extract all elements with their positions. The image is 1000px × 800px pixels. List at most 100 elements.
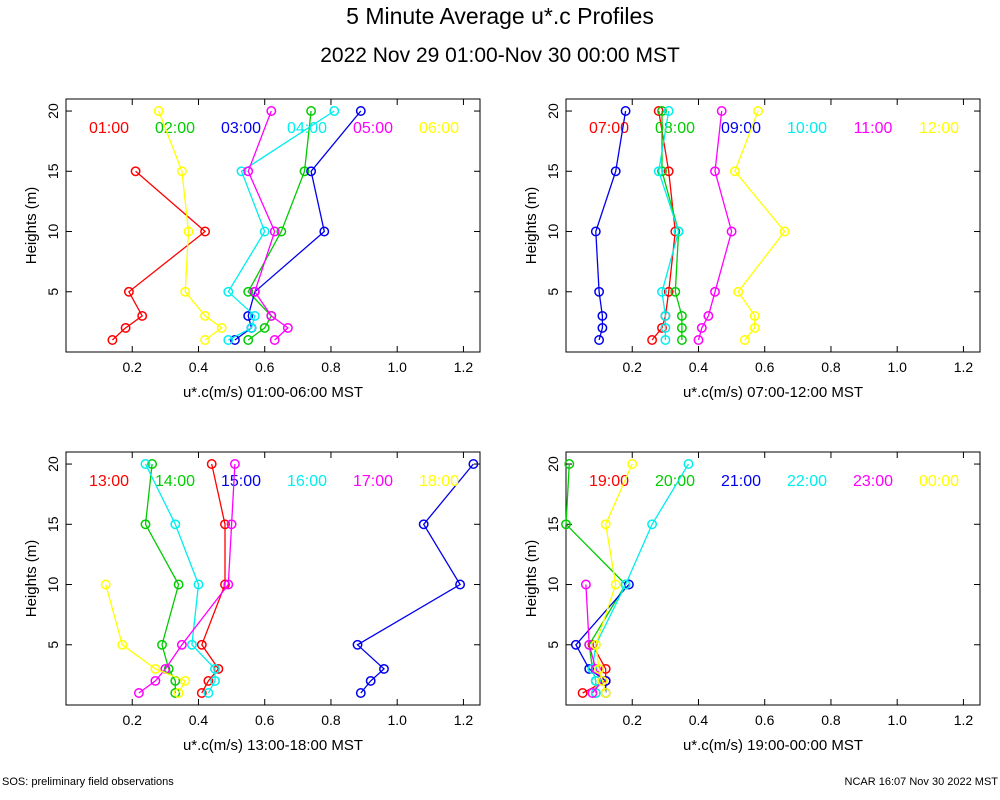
data-point xyxy=(243,335,254,345)
data-point xyxy=(663,106,674,116)
data-point xyxy=(653,166,664,177)
data-point xyxy=(223,286,234,297)
x-tick-label: 1.2 xyxy=(954,359,974,375)
data-point xyxy=(584,639,595,650)
data-point xyxy=(176,166,187,177)
x-axis-label: u*.c(m/s) 19:00-00:00 MST xyxy=(683,737,863,754)
x-tick-label: 0.8 xyxy=(321,359,341,375)
data-point xyxy=(676,310,687,321)
y-tick-label: 5 xyxy=(45,288,61,296)
data-point xyxy=(147,459,158,469)
data-point xyxy=(282,322,293,333)
plot-frame xyxy=(565,451,981,706)
legend-entry: 02:00 xyxy=(155,120,195,137)
data-point xyxy=(418,519,429,530)
data-point xyxy=(587,663,598,674)
series-0200 xyxy=(243,106,317,345)
series-line xyxy=(585,584,604,694)
y-tick-label: 20 xyxy=(545,456,561,472)
plot-frame xyxy=(65,451,481,706)
data-point xyxy=(594,663,605,674)
data-point xyxy=(670,286,681,297)
chart-panel-4: 0.2 0.4 0.6 0.8 1.0 1.2 5 10 15 20 u*.c(m/s) 19:00… xyxy=(523,451,981,754)
data-point xyxy=(243,286,254,297)
data-point xyxy=(564,459,575,469)
data-point xyxy=(117,639,128,650)
data-point xyxy=(246,322,257,333)
series-line xyxy=(234,110,362,341)
x-axis-label: u*.c(m/s) 01:00-06:00 MST xyxy=(183,384,363,401)
data-point xyxy=(306,166,317,177)
series-0100 xyxy=(107,166,211,345)
series-1400 xyxy=(140,459,184,698)
data-point xyxy=(710,166,720,177)
y-axis-label: Heights (m) xyxy=(523,540,540,618)
data-point xyxy=(266,106,277,116)
data-point xyxy=(173,579,184,590)
data-point xyxy=(673,226,684,237)
data-point xyxy=(660,335,671,345)
data-point xyxy=(647,519,658,530)
data-point xyxy=(623,579,634,590)
series-0600 xyxy=(153,106,227,345)
data-point xyxy=(779,226,790,237)
data-point xyxy=(749,322,760,333)
data-point xyxy=(229,335,240,345)
data-point xyxy=(153,106,164,116)
y-tick-label: 10 xyxy=(45,577,61,593)
data-point xyxy=(733,286,744,297)
x-tick-label: 1.0 xyxy=(387,712,407,728)
series-1800 xyxy=(100,579,191,698)
y-tick-label: 20 xyxy=(545,103,561,119)
data-point xyxy=(379,663,389,674)
series-2000 xyxy=(561,459,631,698)
legend-entry: 22:00 xyxy=(787,473,827,490)
series-line xyxy=(734,110,786,341)
series-line xyxy=(144,463,180,693)
data-point xyxy=(329,106,340,116)
legend-entry: 23:00 xyxy=(853,473,893,490)
data-point xyxy=(223,335,234,345)
data-point xyxy=(120,322,131,333)
data-point xyxy=(123,286,134,297)
data-point xyxy=(580,579,591,590)
data-point xyxy=(157,639,167,650)
legend-entry: 07:00 xyxy=(589,120,629,137)
series-1300 xyxy=(196,459,230,698)
data-point xyxy=(663,286,674,297)
data-point xyxy=(150,663,161,674)
data-point xyxy=(100,579,111,590)
data-point xyxy=(249,286,260,297)
data-point xyxy=(729,166,740,177)
data-point xyxy=(597,322,608,333)
data-point xyxy=(670,226,681,237)
legend-entry: 15:00 xyxy=(221,473,261,490)
data-point xyxy=(753,106,764,116)
data-point xyxy=(726,226,737,237)
data-point xyxy=(693,335,704,345)
data-point xyxy=(203,688,214,698)
data-point xyxy=(186,639,197,650)
data-point xyxy=(703,310,714,321)
y-tick-label: 15 xyxy=(45,516,61,532)
data-point xyxy=(236,166,247,177)
data-point xyxy=(299,166,310,177)
legend-entry: 16:00 xyxy=(287,473,327,490)
data-point xyxy=(180,286,191,297)
series-line xyxy=(591,463,690,693)
data-point xyxy=(660,322,671,333)
chart-subtitle: 2022 Nov 29 01:00-Nov 30 00:00 MST xyxy=(320,44,680,67)
data-point xyxy=(647,335,658,345)
data-point xyxy=(365,675,376,686)
data-point xyxy=(657,106,667,116)
data-point xyxy=(653,106,664,116)
data-point xyxy=(229,459,240,469)
x-tick-label: 0.8 xyxy=(821,712,841,728)
data-point xyxy=(352,639,363,650)
data-point xyxy=(243,166,254,177)
series-1700 xyxy=(133,459,240,698)
data-point xyxy=(355,106,366,116)
x-tick-label: 1.2 xyxy=(454,359,474,375)
y-axis-label: Heights (m) xyxy=(23,540,40,618)
x-tick-label: 0.2 xyxy=(623,359,643,375)
